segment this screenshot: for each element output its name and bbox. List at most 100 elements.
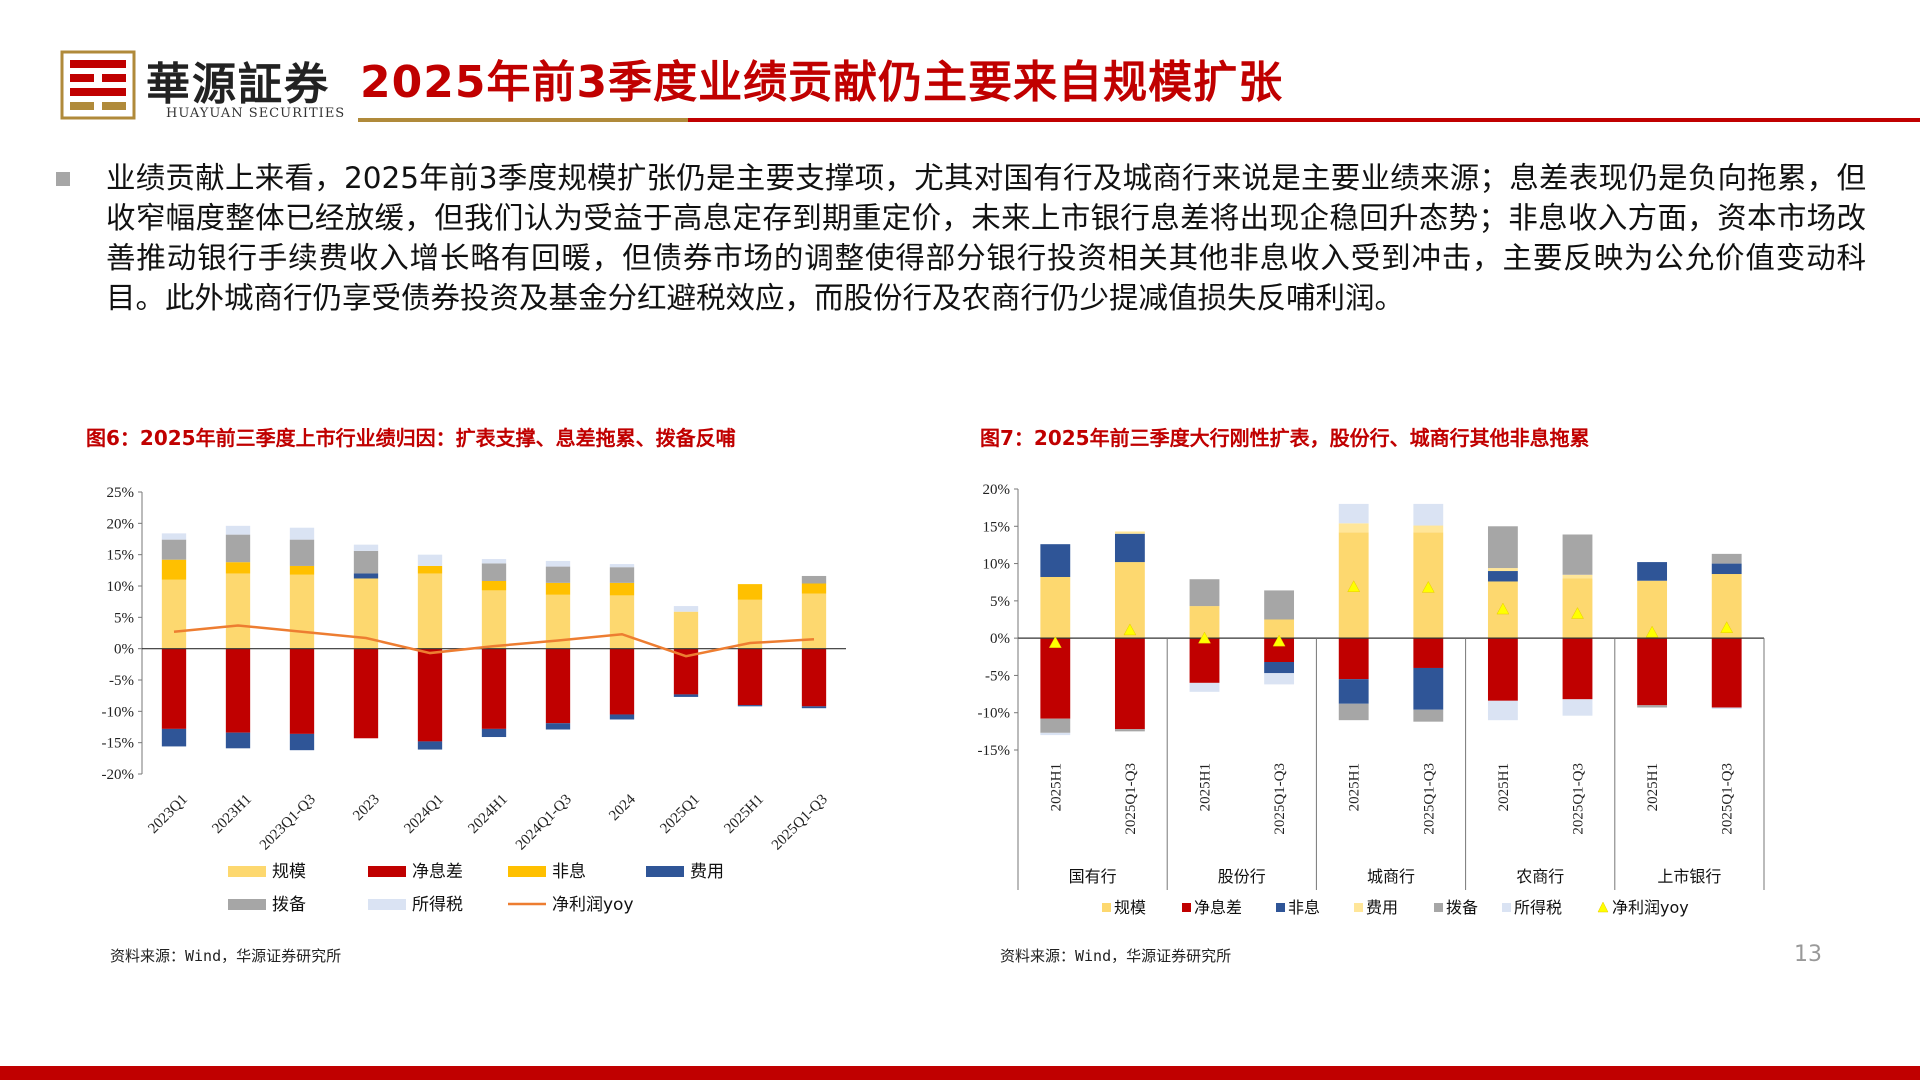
y-tick-label: -15% [102, 736, 135, 752]
legend-label-非息: 非息 [552, 862, 586, 882]
y-tick-label: 15% [983, 519, 1011, 535]
legend-swatch-净息差 [368, 866, 406, 877]
bar-segment-净息差 [161, 648, 187, 729]
bar-segment-费用 [737, 705, 763, 707]
bar-segment-规模 [481, 590, 507, 649]
bar-segment-所得税 [161, 533, 187, 540]
bar-segment-所得税 [1189, 682, 1220, 692]
y-tick-label: 10% [107, 579, 135, 595]
bar-segment-非息 [1711, 563, 1742, 575]
x-tick-label: 2025Q1-Q3 [1571, 763, 1587, 835]
legend-swatch-规模 [228, 866, 266, 877]
bar-segment-费用 [673, 694, 699, 697]
y-tick-label: -5% [109, 673, 134, 689]
point-净利润yoy [1347, 580, 1361, 592]
bar-segment-所得税 [1264, 673, 1295, 685]
x-tick-label: 2024Q1 [401, 792, 446, 837]
bar-segment-费用 [225, 732, 251, 749]
bar-segment-非息 [609, 582, 635, 596]
bar-segment-非息 [1637, 562, 1668, 581]
bar-segment-非息 [1264, 662, 1295, 674]
y-tick-label: 5% [990, 594, 1010, 610]
bar-segment-所得税 [353, 544, 379, 551]
bar-segment-所得税 [1338, 503, 1369, 524]
y-tick-label: -20% [102, 767, 135, 783]
bar-segment-所得税 [1487, 700, 1518, 721]
slide-title: 2025年前3季度业绩贡献仍主要来自规模扩张 [360, 57, 1284, 108]
bar-segment-非息 [1114, 533, 1145, 563]
legend-swatch-净利润yoy [1597, 901, 1609, 913]
x-tick-label: 2024 [606, 791, 639, 824]
figure-7-source: 资料来源：Wind，华源证券研究所 [1000, 947, 1232, 965]
bar-segment-费用 [481, 728, 507, 738]
bar-segment-费用 [545, 723, 571, 730]
figure-7-title: 图7：2025年前三季度大行刚性扩表，股份行、城商行其他非息拖累 [980, 426, 1590, 450]
legend-label-所得税: 所得税 [1514, 898, 1562, 917]
x-tick-label: 2025Q1 [657, 792, 702, 837]
legend-swatch-规模 [1102, 903, 1111, 912]
bar-segment-净息差 [545, 648, 571, 724]
bar-segment-净息差 [1487, 638, 1518, 701]
bar-segment-净息差 [1114, 638, 1145, 730]
bar-segment-拨备 [545, 566, 571, 583]
x-tick-label: 2023H1 [209, 792, 254, 837]
legend-label-所得税: 所得税 [412, 895, 463, 915]
bar-segment-规模 [673, 611, 699, 649]
y-tick-label: 0% [990, 631, 1010, 647]
bar-segment-非息 [737, 584, 763, 600]
x-tick-label: 2023Q1-Q3 [257, 792, 319, 854]
bar-segment-规模 [1040, 576, 1071, 639]
bar-segment-净息差 [353, 648, 379, 739]
figure-6-chart: 25% 20% 15% 10% 5% 0% -5% -10% -15% -20% 2023Q1 202… [102, 485, 846, 915]
group-label: 股份行 [1218, 867, 1266, 886]
logo-english-name: HUAYUAN SECURITIES [166, 106, 346, 121]
point-净利润yoy [1496, 602, 1510, 615]
legend-label-拨备: 拨备 [272, 895, 306, 915]
bar-segment-净息差 [225, 648, 251, 733]
legend-swatch-所得税 [368, 899, 406, 910]
bar-segment-费用 [1562, 574, 1593, 579]
x-tick-label: 2025H1 [1347, 763, 1363, 811]
figure-7-chart: 20% 15% 10% 5% 0% -5% -10% -15% 2025H1 2025Q1-Q3 2… [978, 482, 1765, 917]
bar-segment-拨备 [225, 534, 251, 563]
bar-segment-净息差 [1264, 638, 1295, 663]
point-净利润yoy [1123, 623, 1137, 636]
x-tick-label: 2025Q1-Q3 [769, 792, 831, 854]
bar-segment-费用 [1413, 525, 1444, 533]
bar-segment-非息 [417, 565, 443, 574]
bar-segment-拨备 [1338, 703, 1369, 721]
logo-chinese-name: 華源証券 [146, 59, 330, 110]
x-tick-label: 2025H1 [1645, 763, 1661, 811]
y-tick-label: 10% [983, 557, 1011, 573]
x-tick-label: 2025Q1-Q3 [1421, 763, 1437, 835]
legend-label-非息: 非息 [1288, 898, 1320, 917]
bar-segment-所得税 [545, 560, 571, 567]
bar-segment-非息 [1413, 667, 1444, 710]
bar-segment-拨备 [1562, 534, 1593, 575]
bar-segment-规模 [161, 579, 187, 649]
bar-segment-拨备 [1637, 705, 1668, 708]
bar-segment-净息差 [1711, 638, 1742, 708]
bullet-text: 业绩贡献上来看，2025年前3季度规模扩张仍是主要支撑项，尤其对国有行及城商行来… [106, 161, 1866, 315]
legend-swatch-拨备 [228, 899, 266, 910]
legend-swatch-所得税 [1502, 903, 1511, 912]
bar-segment-费用 [161, 728, 187, 747]
x-tick-label: 2024Q1-Q3 [513, 792, 575, 854]
legend-label-拨备: 拨备 [1446, 898, 1478, 917]
page-number: 13 [1794, 942, 1822, 967]
title-divider [358, 118, 1920, 122]
bar-segment-所得税 [417, 554, 443, 566]
bar-segment-所得税 [481, 559, 507, 564]
figure-6-title: 图6：2025年前三季度上市行业绩归因：扩表支撑、息差拖累、拨备反哺 [86, 426, 736, 450]
point-净利润yoy [1720, 621, 1734, 633]
bar-segment-拨备 [289, 539, 315, 566]
title-divider-accent [358, 118, 688, 122]
bar-segment-规模 [225, 573, 251, 649]
bar-segment-规模 [609, 595, 635, 649]
y-tick-label: 5% [114, 610, 134, 626]
bullet-square-icon [56, 172, 70, 186]
legend-label-净利润yoy: 净利润yoy [552, 895, 634, 915]
x-tick-label: 2025H1 [1048, 763, 1064, 811]
legend-label-费用: 费用 [690, 862, 724, 882]
bar-segment-非息 [1338, 679, 1369, 704]
